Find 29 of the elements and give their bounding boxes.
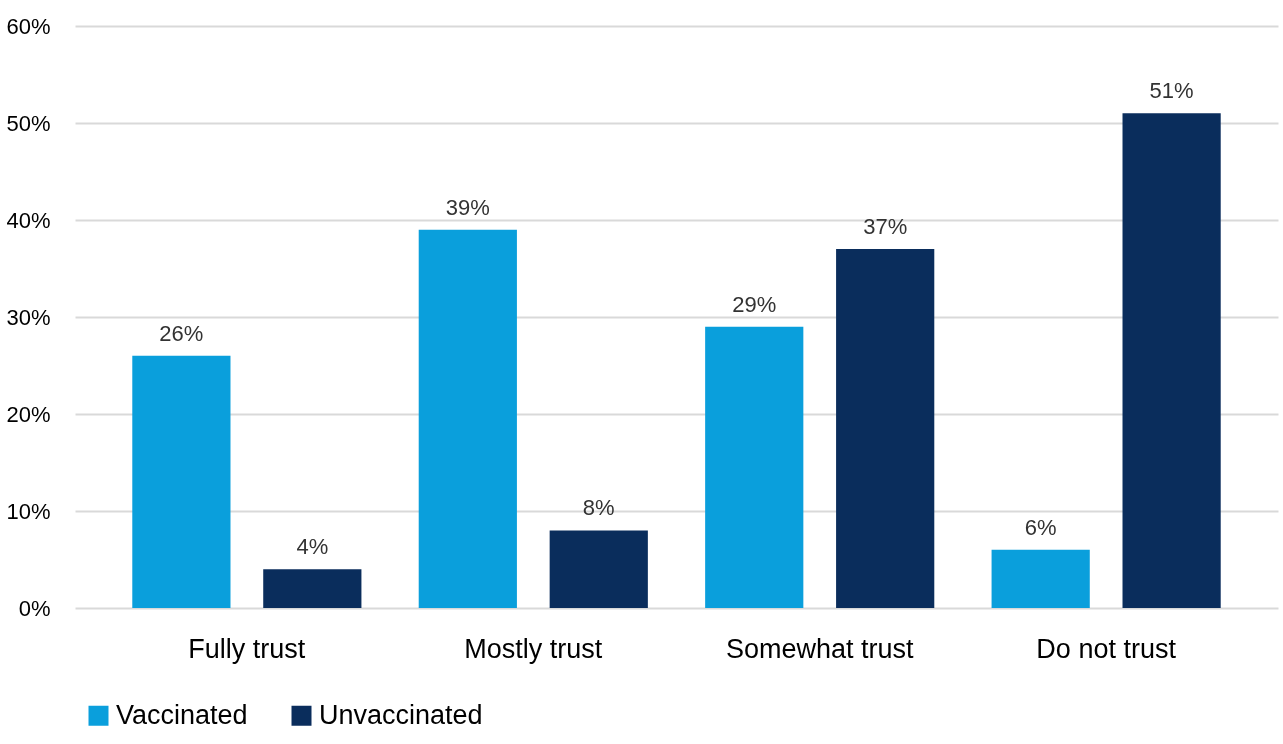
data-label: 8% — [582, 495, 615, 521]
bar — [263, 569, 362, 608]
data-label: 51% — [1149, 78, 1194, 104]
y-tick-label: 30% — [6, 304, 51, 330]
y-tick-label: 20% — [6, 401, 51, 427]
legend-label: Unvaccinated — [319, 699, 483, 730]
data-label: 37% — [863, 214, 908, 240]
bar — [549, 530, 648, 608]
x-tick-label: Mostly trust — [464, 633, 603, 664]
y-tick-label: 50% — [6, 110, 51, 136]
bar — [991, 549, 1090, 608]
y-tick-label: 0% — [18, 595, 51, 621]
data-label: 4% — [296, 534, 329, 560]
y-tick-label: 60% — [6, 13, 51, 39]
legend-label: Vaccinated — [116, 699, 248, 730]
data-label: 26% — [159, 320, 204, 346]
data-label: 39% — [445, 194, 490, 220]
bar — [1122, 113, 1221, 608]
x-tick-label: Somewhat trust — [725, 633, 914, 664]
x-tick-label: Fully trust — [188, 633, 306, 664]
x-tick-label: Do not trust — [1036, 633, 1177, 664]
y-tick-label: 10% — [6, 498, 51, 524]
y-tick-label: 40% — [6, 207, 51, 233]
bar — [705, 326, 804, 608]
bar — [132, 355, 231, 608]
data-label: 6% — [1024, 514, 1057, 540]
data-label: 29% — [732, 291, 777, 317]
bar — [418, 229, 517, 608]
bar — [836, 249, 935, 608]
